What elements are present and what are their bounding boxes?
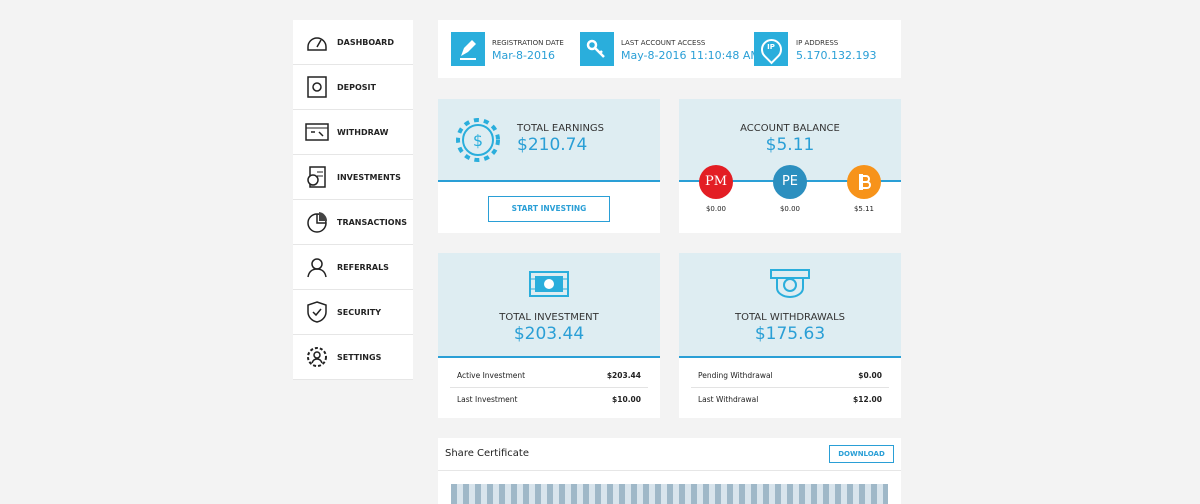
row-value: $12.00: [853, 395, 882, 404]
card-value: $175.63: [754, 324, 826, 344]
card-value: $203.44: [513, 324, 585, 344]
wallet-icon: PM: [699, 165, 733, 199]
icon-text: IP: [767, 43, 775, 51]
nav-label: WITHDRAW: [337, 127, 389, 137]
icon: [451, 32, 485, 66]
icon: $: [456, 118, 500, 162]
investment-card: TOTAL INVESTMENT $203.44 Active Investme…: [438, 253, 660, 418]
info-value: Mar-8-2016: [492, 49, 555, 62]
sidebar: DASHBOARD DEPOSIT WITHDRAW INVESTMENTS T…: [293, 20, 413, 380]
wallet-amount: $0.00: [705, 205, 727, 213]
nav-label: SECURITY: [337, 307, 381, 317]
row-label: Last Withdrawal: [698, 395, 759, 404]
card-title: TOTAL EARNINGS: [517, 123, 605, 134]
nav-item[interactable]: REFERRALS: [293, 245, 413, 290]
nav-label: INVESTMENTS: [337, 172, 401, 182]
info-label: IP ADDRESS: [796, 39, 839, 47]
nav-item[interactable]: INVESTMENTS: [293, 155, 413, 200]
certificate-card: Share Certificate DOWNLOAD: [438, 438, 901, 504]
nav-item[interactable]: WITHDRAW: [293, 110, 413, 155]
nav-item[interactable]: DEPOSIT: [293, 65, 413, 110]
row-label: Last Investment: [457, 395, 518, 404]
nav-item[interactable]: TRANSACTIONS: [293, 200, 413, 245]
nav-item[interactable]: DASHBOARD: [293, 20, 413, 65]
download-button[interactable]: DOWNLOAD: [829, 445, 894, 463]
card-title: Share Certificate: [445, 448, 529, 459]
card-title: TOTAL INVESTMENT: [499, 312, 599, 323]
row-label: Active Investment: [457, 371, 526, 380]
wallet-icon: PE: [773, 165, 807, 199]
card-value: $210.74: [517, 135, 588, 155]
nav-item[interactable]: SECURITY: [293, 290, 413, 335]
info-bar: REGISTRATION DATE Mar-8-2016 LAST ACCOUN…: [438, 20, 901, 78]
row-divider: [450, 387, 648, 388]
icon: [770, 269, 810, 298]
nav-label: DASHBOARD: [337, 37, 394, 47]
card-title: TOTAL WITHDRAWALS: [734, 312, 845, 323]
info-label: LAST ACCOUNT ACCESS: [621, 39, 706, 47]
card-value: $5.11: [765, 135, 815, 155]
info-label: REGISTRATION DATE: [492, 39, 564, 47]
nav-label: SETTINGS: [337, 352, 382, 362]
nav-label: TRANSACTIONS: [337, 217, 408, 227]
row-value: $0.00: [858, 371, 882, 380]
balance-card: ACCOUNT BALANCE $5.11 PM PE $0.00 $0.00 …: [679, 99, 901, 233]
start-investing-button[interactable]: START INVESTING: [488, 196, 610, 222]
nav-item[interactable]: SETTINGS: [293, 335, 413, 380]
info-value: May-8-2016 11:10:48 AM: [621, 49, 760, 62]
nav-label: REFERRALS: [337, 262, 389, 272]
icon: [580, 32, 614, 66]
card-title: ACCOUNT BALANCE: [740, 123, 840, 134]
card-top: [438, 253, 660, 358]
svg-text:$: $: [473, 131, 483, 150]
nav-label: DEPOSIT: [337, 82, 376, 92]
row-label: Pending Withdrawal: [698, 371, 773, 380]
wallet-amount: $5.11: [853, 205, 875, 213]
earnings-card: $ TOTAL EARNINGS $210.74 START INVESTING: [438, 99, 660, 233]
certificate-image: [451, 484, 888, 504]
row-value: $203.44: [606, 371, 641, 380]
card-top: [438, 99, 660, 182]
icon: [529, 271, 569, 297]
icon: IP: [754, 32, 788, 66]
withdrawals-card: TOTAL WITHDRAWALS $175.63 Pending Withdr…: [679, 253, 901, 418]
row-value: $10.00: [612, 395, 641, 404]
wallet-amount: $0.00: [779, 205, 801, 213]
divider: [438, 470, 901, 471]
info-value: 5.170.132.193: [796, 49, 877, 62]
wallet-icon: [847, 165, 881, 199]
row-divider: [691, 387, 889, 388]
